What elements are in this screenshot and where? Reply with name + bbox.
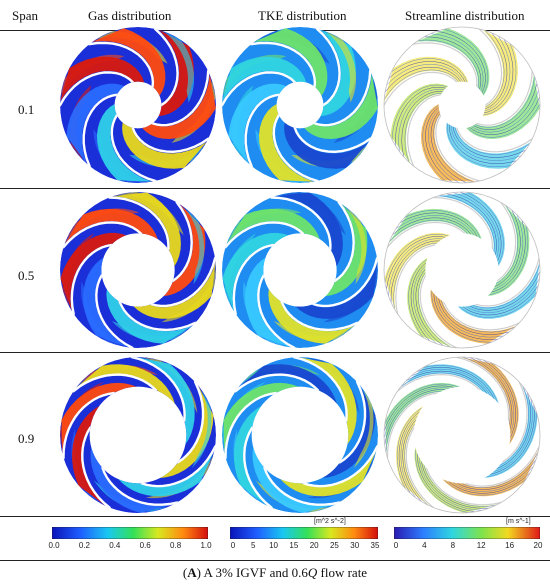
tke-cell xyxy=(220,355,380,515)
vel-contour-span-0-5 xyxy=(383,191,541,349)
tke-contour-span-0-5 xyxy=(222,192,378,349)
vel-contour-span-0-1 xyxy=(383,26,541,184)
colorbar-gas-tick: 0.0 xyxy=(48,541,60,550)
top-rule xyxy=(0,30,550,31)
header-gas-distribution: Gas distribution xyxy=(88,8,172,23)
vel-cell xyxy=(382,355,542,515)
colorbar-gas-gradient xyxy=(51,526,209,540)
colorbar-tke-tick: 15 xyxy=(289,541,299,550)
gas-contour-span-0-5 xyxy=(60,192,216,349)
row-divider-1 xyxy=(0,188,550,189)
colorbar-tke-gradient xyxy=(229,526,379,540)
vel-contour-span-0-9 xyxy=(383,356,541,514)
colorbar-velocity-gradient xyxy=(393,526,541,540)
colorbar-tke-tick: 20 xyxy=(309,541,319,550)
colorbar-tke-tick: 25 xyxy=(329,541,339,550)
header-span: Span xyxy=(12,8,38,23)
vel-cell xyxy=(382,190,542,350)
bottom-rule xyxy=(0,560,550,561)
span-label-row-1: 0.1 xyxy=(18,102,35,117)
colorbar-velocity-tick: 20 xyxy=(533,541,543,550)
caption-text-before: A 3% IGVF and 0.6 xyxy=(200,565,308,580)
figure-caption: (A) A 3% IGVF and 0.6Q flow rate xyxy=(182,565,368,580)
colorbar-tke-tick: 10 xyxy=(269,541,279,550)
span-label-row-2: 0.5 xyxy=(18,268,35,283)
header-streamline-distribution: Streamline distribution xyxy=(405,8,525,23)
tke-contour-span-0-9 xyxy=(222,356,378,513)
gas-contour-span-0-9 xyxy=(60,356,216,513)
colorbar-velocity-tick: 0 xyxy=(393,541,399,550)
colorbar-gas-tick: 0.8 xyxy=(170,541,182,550)
tke-cell xyxy=(220,25,380,185)
vel-cell xyxy=(382,25,542,185)
colorbar-velocity-tick: 8 xyxy=(450,541,456,550)
colorbar-tke-tick: 0 xyxy=(230,541,236,550)
colorbar-gas-tick: 0.2 xyxy=(78,541,90,550)
colorbar-tke-unit: [m^2 s^-2] xyxy=(314,518,346,525)
caption-label: A xyxy=(187,565,197,580)
colorbar-velocity-tick: 16 xyxy=(505,541,515,550)
tke-contour-span-0-1 xyxy=(221,27,378,183)
colorbar-velocity xyxy=(393,526,541,544)
row-divider-2 xyxy=(0,352,550,353)
gas-contour-span-0-1 xyxy=(59,27,216,183)
colorbar-gas-tick: 1.0 xyxy=(200,541,212,550)
colorbar-tke-tick: 35 xyxy=(370,541,380,550)
colorbar-tke-tick: 30 xyxy=(350,541,360,550)
colorbar-tke-tick: 5 xyxy=(251,541,256,550)
caption-text-after: flow rate xyxy=(317,565,368,580)
row-divider-3 xyxy=(0,516,550,517)
span-label-row-3: 0.9 xyxy=(18,431,35,446)
colorbar-gas-tick: 0.6 xyxy=(139,541,151,550)
colorbar-velocity-tick: 12 xyxy=(476,541,486,550)
colorbar-velocity-tick: 4 xyxy=(422,541,427,550)
colorbar-gas-tick: 0.4 xyxy=(109,541,121,550)
tke-cell xyxy=(220,190,380,350)
gas-cell xyxy=(58,355,218,515)
gas-cell xyxy=(58,190,218,350)
colorbar-velocity-unit: [m s^-1] xyxy=(506,518,531,525)
caption-italic: Q xyxy=(307,565,318,580)
colorbar-gas xyxy=(51,526,209,544)
header-tke-distribution: TKE distribution xyxy=(258,8,347,23)
gas-cell xyxy=(58,25,218,185)
